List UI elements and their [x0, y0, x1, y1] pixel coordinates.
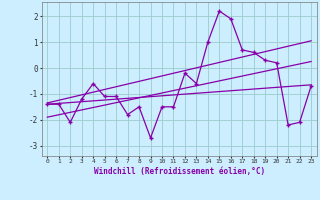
- X-axis label: Windchill (Refroidissement éolien,°C): Windchill (Refroidissement éolien,°C): [94, 167, 265, 176]
